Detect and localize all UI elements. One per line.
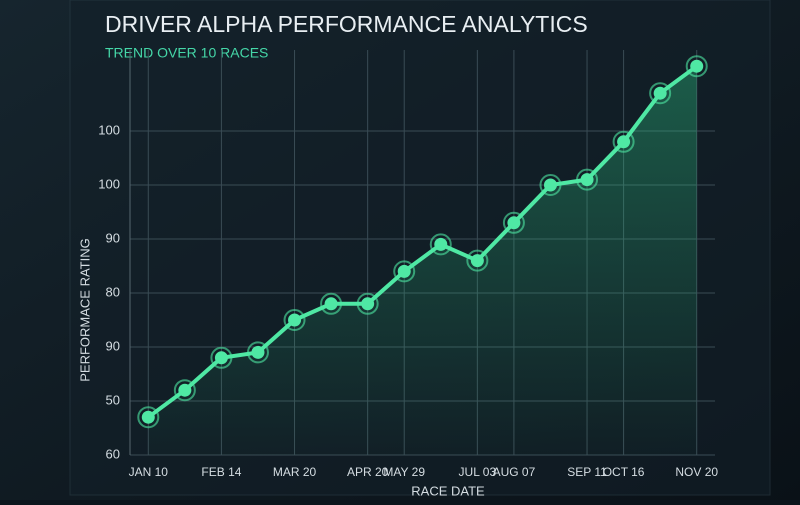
x-tick-label: MAY 29 (383, 465, 425, 479)
x-tick-label: APR 20 (347, 465, 389, 479)
point (141, 410, 155, 424)
x-tick-label: NOV 20 (675, 465, 718, 479)
point-halo (576, 168, 599, 191)
y-tick-label: 90 (106, 230, 120, 245)
y-tick-label: 100 (98, 122, 120, 137)
point-halo (393, 260, 416, 283)
point-halo (210, 346, 233, 369)
y-tick-label: 90 (106, 338, 120, 353)
point (470, 254, 484, 268)
point-halo (246, 341, 269, 364)
line (147, 64, 698, 419)
point (617, 135, 631, 149)
point-halo (429, 233, 452, 256)
point-halo (539, 174, 562, 196)
point (251, 345, 265, 359)
point-halo (137, 406, 160, 429)
x-tick-label: JUL 03 (459, 465, 497, 479)
x-tick-label: JAN 10 (129, 465, 169, 479)
point (434, 237, 448, 251)
point-halo (320, 292, 343, 315)
y-axis-label: PERFORMACE RATING (77, 238, 92, 382)
point (178, 383, 192, 397)
point (580, 173, 594, 187)
x-tick-label: SEP 11 (567, 465, 607, 479)
point-halo (173, 379, 196, 402)
chart-subtitle: TREND OVER 10 RACES (105, 45, 268, 61)
point-halo (283, 309, 306, 331)
point-halo (649, 82, 672, 105)
y-tick-label: 80 (106, 284, 120, 299)
point (288, 313, 302, 327)
chart-title: DRIVER ALPHA PERFORMANCE ANALYTICS (105, 11, 588, 37)
point (397, 264, 411, 278)
point (543, 178, 557, 192)
point (507, 216, 521, 230)
point-halo (356, 292, 379, 315)
point (690, 59, 704, 73)
y-tick-label: 60 (106, 446, 120, 461)
x-axis-label: RACE DATE (411, 483, 485, 498)
point-halo (612, 130, 635, 153)
x-tick-label: OCT 16 (603, 465, 645, 479)
x-tick-label: MAR 20 (273, 465, 317, 479)
point-halo (466, 249, 489, 272)
y-tick-label: 100 (98, 176, 120, 191)
point-halo (685, 55, 708, 78)
point (653, 86, 667, 100)
point (324, 297, 338, 311)
point (361, 297, 375, 311)
x-tick-label: FEB 14 (201, 465, 241, 479)
area (148, 66, 697, 455)
y-tick-label: 50 (106, 392, 120, 407)
point (214, 351, 228, 365)
point-halo (502, 211, 525, 234)
x-tick-label: AUG 07 (493, 465, 536, 479)
